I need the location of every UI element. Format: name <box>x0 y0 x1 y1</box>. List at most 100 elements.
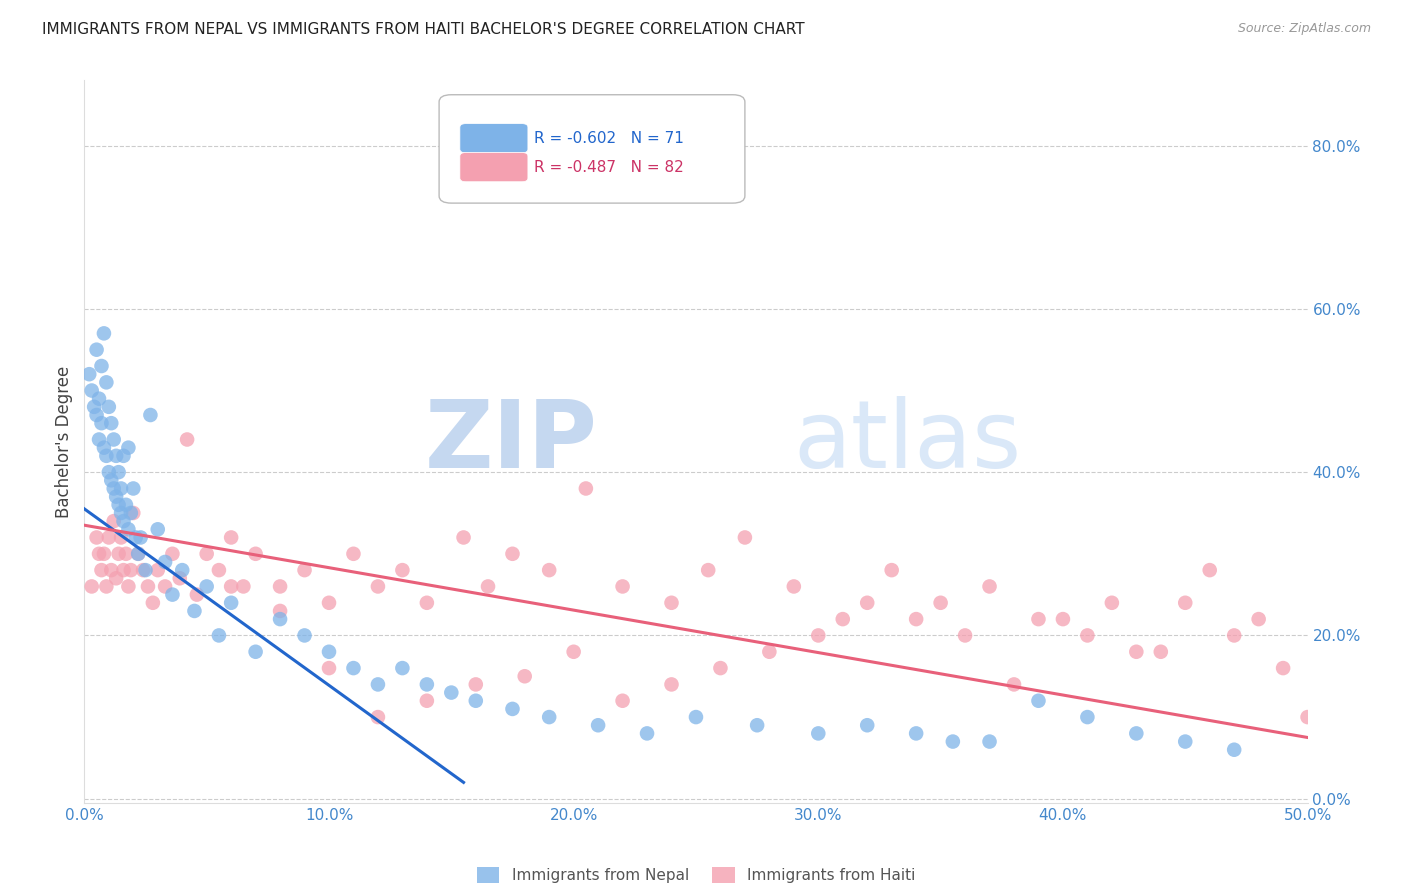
Point <box>612 694 634 708</box>
Point <box>245 645 267 659</box>
Point <box>1052 612 1074 626</box>
Point <box>139 408 162 422</box>
Point <box>416 677 439 691</box>
Point <box>1150 645 1173 659</box>
Text: Source: ZipAtlas.com: Source: ZipAtlas.com <box>1237 22 1371 36</box>
Point <box>1028 694 1050 708</box>
Point <box>342 661 364 675</box>
Point <box>807 726 830 740</box>
Point <box>575 482 598 496</box>
Point <box>1247 612 1270 626</box>
Point <box>294 628 316 642</box>
Point <box>905 726 928 740</box>
Point <box>269 612 291 626</box>
Point <box>169 571 191 585</box>
Point <box>1174 734 1197 748</box>
Point <box>464 694 486 708</box>
Point <box>1125 726 1147 740</box>
FancyBboxPatch shape <box>460 124 527 153</box>
Legend: Immigrants from Nepal, Immigrants from Haiti: Immigrants from Nepal, Immigrants from H… <box>471 861 921 889</box>
Point <box>115 547 138 561</box>
Point <box>416 596 439 610</box>
Point <box>107 498 129 512</box>
Point <box>232 579 254 593</box>
Point <box>831 612 853 626</box>
Point <box>953 628 976 642</box>
Point <box>208 563 231 577</box>
Point <box>586 718 609 732</box>
Point <box>856 718 879 732</box>
Point <box>269 579 291 593</box>
Point <box>105 490 128 504</box>
Point <box>87 433 110 447</box>
Point <box>1076 710 1098 724</box>
Point <box>1076 628 1098 642</box>
Point <box>612 579 634 593</box>
Point <box>318 596 340 610</box>
Point <box>208 628 231 642</box>
Point <box>87 392 110 406</box>
Point <box>115 498 138 512</box>
Point <box>1101 596 1123 610</box>
Point <box>96 449 118 463</box>
Point <box>734 531 756 545</box>
Point <box>562 645 585 659</box>
Point <box>153 579 176 593</box>
Point <box>132 563 155 577</box>
Point <box>195 579 218 593</box>
Point <box>153 555 176 569</box>
Point <box>125 531 148 545</box>
Point <box>97 531 120 545</box>
Text: IMMIGRANTS FROM NEPAL VS IMMIGRANTS FROM HAITI BACHELOR'S DEGREE CORRELATION CHA: IMMIGRANTS FROM NEPAL VS IMMIGRANTS FROM… <box>42 22 804 37</box>
Point <box>87 547 110 561</box>
Point <box>783 579 806 593</box>
Point <box>93 326 115 341</box>
Point <box>97 400 120 414</box>
Point <box>219 596 242 610</box>
Point <box>709 661 731 675</box>
Point <box>1296 710 1319 724</box>
Point <box>122 482 145 496</box>
Point <box>219 579 242 593</box>
Point <box>685 710 707 724</box>
Point <box>464 677 486 691</box>
Text: atlas: atlas <box>794 395 1022 488</box>
Point <box>77 367 100 381</box>
Point <box>905 612 928 626</box>
Point <box>186 588 208 602</box>
Point <box>1223 628 1246 642</box>
Point <box>856 596 879 610</box>
Point <box>146 522 169 536</box>
Point <box>513 669 536 683</box>
Point <box>100 473 122 487</box>
Point <box>80 579 103 593</box>
Point <box>176 433 198 447</box>
Point <box>103 482 125 496</box>
Point <box>1028 612 1050 626</box>
Point <box>90 359 112 373</box>
Point <box>112 514 135 528</box>
Point <box>105 449 128 463</box>
Point <box>110 531 132 545</box>
Text: ZIP: ZIP <box>425 395 598 488</box>
Point <box>172 563 194 577</box>
Text: R = -0.602   N = 71: R = -0.602 N = 71 <box>534 131 683 145</box>
Point <box>453 531 475 545</box>
Point <box>127 547 149 561</box>
Point <box>93 547 115 561</box>
Point <box>979 579 1001 593</box>
Point <box>112 449 135 463</box>
Point <box>929 596 952 610</box>
Point <box>112 563 135 577</box>
Point <box>367 710 389 724</box>
Point <box>103 514 125 528</box>
Point <box>86 343 108 357</box>
Point <box>90 563 112 577</box>
Point <box>162 547 184 561</box>
Point <box>747 718 769 732</box>
Point <box>146 563 169 577</box>
Point <box>93 441 115 455</box>
Point <box>697 563 720 577</box>
Point <box>538 710 561 724</box>
Point <box>318 661 340 675</box>
